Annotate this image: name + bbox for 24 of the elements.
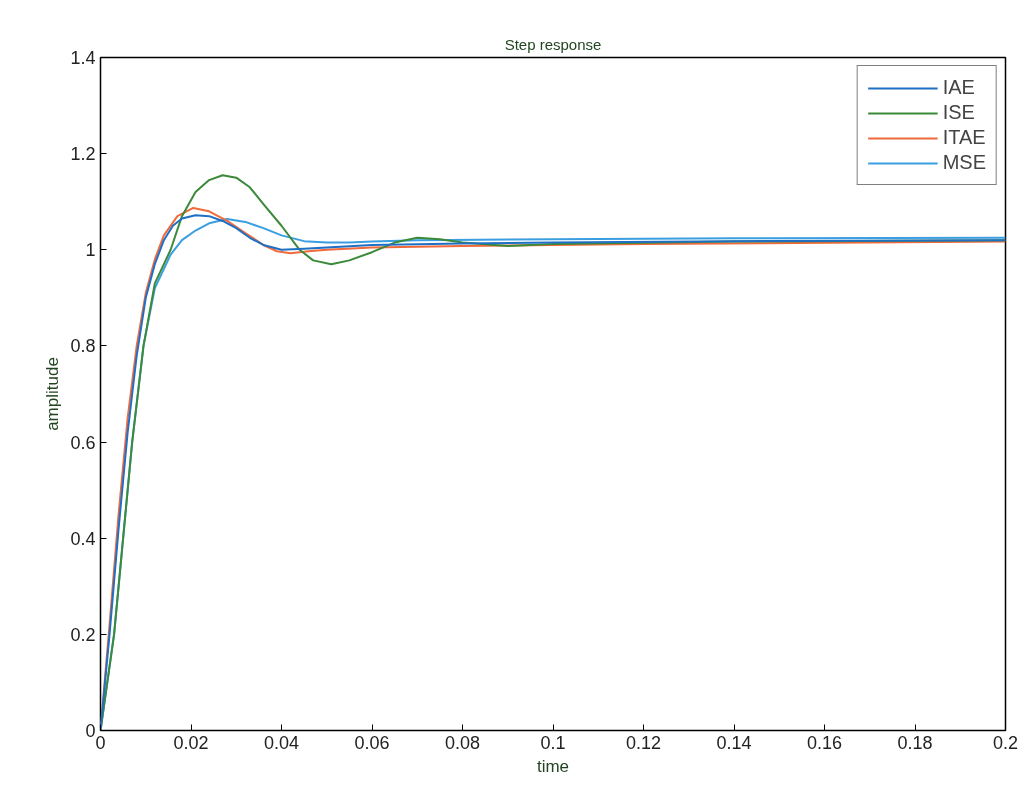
x-tick-label: 0.02 (173, 732, 209, 753)
x-tick-label: 0.14 (716, 732, 752, 753)
y-tick-label: 1 (85, 240, 96, 261)
x-tick-label: 0.1 (540, 732, 566, 753)
x-tick-label: 0.06 (354, 732, 390, 753)
y-tick-label: 0.4 (70, 528, 96, 549)
x-tick-label: 0.08 (444, 732, 481, 753)
legend-label: MSE (942, 151, 986, 174)
legend-label: IAE (942, 76, 975, 99)
legend-label: ITAE (942, 126, 986, 149)
x-axis-title: time (536, 756, 570, 776)
x-tick-label: 0.18 (897, 732, 933, 753)
y-tick-label: 0.2 (70, 624, 96, 645)
y-tick-label: 0.6 (70, 432, 96, 453)
chart-title: Step response (504, 35, 602, 53)
x-tick-label: 0.2 (992, 732, 1019, 753)
y-tick-label: 0.8 (70, 336, 96, 357)
y-tick-label: 1.2 (70, 144, 96, 165)
x-tick-label: 0.12 (625, 732, 662, 753)
y-axis-title: amplitude (43, 357, 63, 431)
legend-label: ISE (942, 101, 975, 124)
x-tick-label: 0.04 (263, 732, 300, 753)
x-tick-label: 0.16 (806, 732, 843, 753)
y-tick-label: 1.4 (70, 48, 96, 68)
